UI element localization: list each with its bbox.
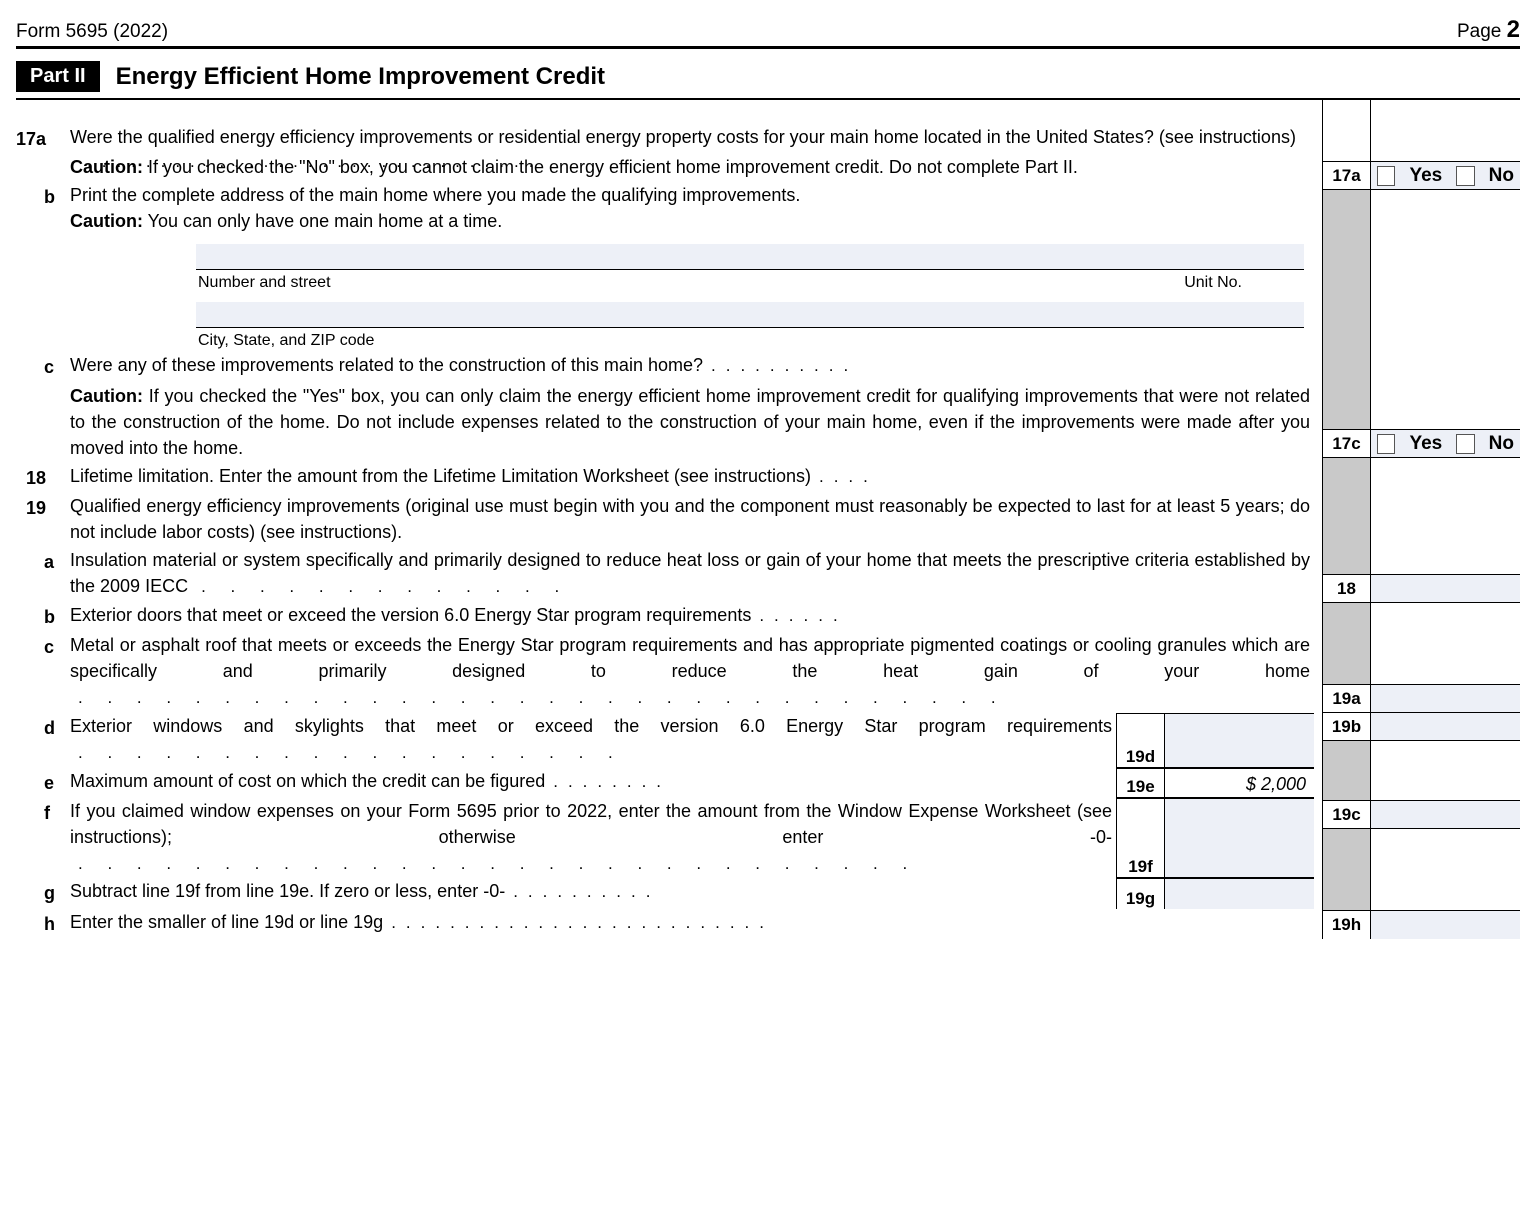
amount-19a[interactable] — [1371, 685, 1520, 713]
line-19h: h Enter the smaller of line 19d or line … — [16, 909, 1314, 937]
box-17a: 17a — [1323, 162, 1370, 190]
box-19b: 19b — [1323, 713, 1370, 741]
amount-19c[interactable] — [1371, 801, 1520, 829]
line-17c-caution: Caution: If you checked the "Yes" box, y… — [16, 383, 1314, 461]
amount-18[interactable] — [1371, 575, 1520, 603]
form-body: 17a Were the qualified energy efficiency… — [16, 100, 1520, 939]
address-block: Number and street Unit No. City, State, … — [196, 244, 1304, 360]
box-19g: 19g — [1116, 878, 1164, 908]
box-18: 18 — [1323, 575, 1370, 603]
line-19a: a Insulation material or system specific… — [16, 547, 1314, 600]
part-header: Part II Energy Efficient Home Improvemen… — [16, 53, 1520, 100]
line-19e: e Maximum amount of cost on which the cr… — [16, 768, 1116, 796]
page-number: Page 2 — [1457, 16, 1520, 44]
address-city-input[interactable] — [196, 302, 1304, 328]
line-17b: b Print the complete address of the main… — [16, 182, 1314, 234]
box-19a: 19a — [1323, 685, 1370, 713]
part-title: Energy Efficient Home Improvement Credit — [116, 63, 605, 91]
line-19b: b Exterior doors that meet or exceed the… — [16, 602, 1314, 630]
box-19c: 19c — [1323, 801, 1370, 829]
checkbox-17c-yes[interactable] — [1377, 434, 1395, 454]
amount-19e: $ 2,000 — [1164, 768, 1314, 798]
checkbox-17c-no[interactable] — [1456, 434, 1474, 454]
part-chip: Part II — [16, 61, 100, 92]
line-19f: f If you claimed window expenses on your… — [16, 798, 1116, 877]
box-19f: 19f — [1116, 798, 1164, 879]
box-19d: 19d — [1116, 713, 1164, 768]
line-17c: c Were any of these improvements related… — [16, 352, 1314, 380]
amount-column: Yes No Yes No — [1370, 100, 1520, 939]
line-number-column: 17a 17c 18 19a 19b 19c 19h — [1322, 100, 1370, 939]
line-17a-caution: Caution: If you checked the "No" box, yo… — [16, 154, 1314, 180]
line-19g: g Subtract line 19f from line 19e. If ze… — [16, 878, 1116, 906]
address-street-input[interactable] — [196, 244, 1304, 270]
line-19c: c Metal or asphalt roof that meets or ex… — [16, 632, 1314, 711]
checkbox-17a-yes[interactable] — [1377, 166, 1395, 186]
amount-19g[interactable] — [1164, 878, 1314, 908]
box-19h: 19h — [1323, 911, 1370, 939]
amount-19b[interactable] — [1371, 713, 1520, 741]
yesno-17c: Yes No — [1371, 430, 1520, 458]
amount-19h[interactable] — [1371, 911, 1520, 939]
form-title: Form 5695 (2022) — [16, 21, 168, 43]
line-19d: d Exterior windows and skylights that me… — [16, 713, 1116, 766]
line-18: 18 Lifetime limitation. Enter the amount… — [16, 463, 1314, 491]
amount-19d[interactable] — [1164, 713, 1314, 768]
box-17c: 17c — [1323, 430, 1370, 458]
form-header: Form 5695 (2022) Page 2 — [16, 16, 1520, 49]
line-19: 19 Qualified energy efficiency improveme… — [16, 493, 1314, 545]
amount-19f[interactable] — [1164, 798, 1314, 879]
yesno-17a: Yes No — [1371, 162, 1520, 190]
content-area: 17a Were the qualified energy efficiency… — [16, 100, 1322, 939]
inner-block-19d-19g: d Exterior windows and skylights that me… — [16, 713, 1314, 909]
box-19e: 19e — [1116, 768, 1164, 798]
checkbox-17a-no[interactable] — [1456, 166, 1474, 186]
